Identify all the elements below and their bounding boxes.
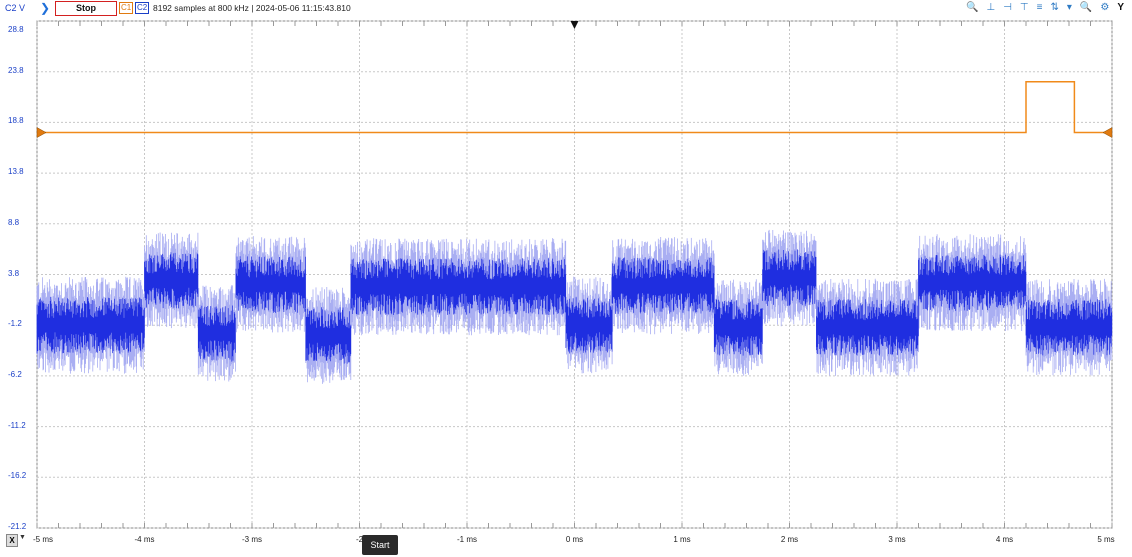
settings-icon[interactable]: ⚙ bbox=[1100, 2, 1110, 13]
y-tick-label: 8.8 bbox=[8, 217, 20, 227]
x-tick-label: -2 bbox=[355, 535, 364, 544]
y-tick-label: -6.2 bbox=[8, 369, 22, 379]
y-tick-label: -16.2 bbox=[8, 471, 27, 481]
x-tick-label: -1 ms bbox=[457, 535, 477, 544]
stop-button[interactable]: Stop bbox=[55, 1, 117, 16]
c1-left-level-marker-icon bbox=[36, 127, 47, 138]
x-tick-label: 3 ms bbox=[888, 535, 906, 544]
run-arrow-icon[interactable]: ❯ bbox=[40, 1, 51, 15]
stack-icon[interactable]: ≡ bbox=[1036, 2, 1043, 13]
x-tick-label: 2 ms bbox=[780, 535, 799, 544]
cursor-icon[interactable]: ⊥ bbox=[986, 2, 996, 13]
x-tick-label: 1 ms bbox=[673, 535, 691, 544]
vertical-measure-icon[interactable]: ⊤ bbox=[1019, 2, 1029, 13]
c1-signal-trace bbox=[37, 81, 1112, 134]
y-axis-button[interactable]: Y bbox=[1117, 2, 1124, 13]
channel-1-toggle[interactable]: C1 bbox=[119, 2, 134, 14]
x-tick-label: 4 ms bbox=[995, 535, 1014, 544]
acquisition-info: 8192 samples at 800 kHz | 2024-05-06 11:… bbox=[153, 3, 351, 13]
x-tick-label: -4 ms bbox=[134, 535, 155, 544]
y-tick-label: 13.8 bbox=[8, 167, 24, 177]
c1-right-level-marker-icon bbox=[1102, 127, 1113, 138]
y-tick-label: 28.8 bbox=[8, 25, 24, 34]
x-tick-label: 0 ms bbox=[565, 535, 584, 544]
toolbar-icons: 🔍 ⊥ ⊣ ⊤ ≡ ⇅ ▾ 🔍 ⚙ Y bbox=[966, 1, 1124, 15]
x-axis-dropdown-icon[interactable]: ▼ bbox=[19, 534, 26, 541]
trigger-marker-icon bbox=[570, 21, 579, 29]
toolbar: C2 V ❯ Stop C1 C2 8192 samples at 800 kH… bbox=[0, 0, 1132, 17]
dropdown-icon[interactable]: ▾ bbox=[1066, 2, 1072, 13]
zoom-in-icon[interactable]: 🔍 bbox=[966, 2, 979, 13]
x-tick-label: -5 ms bbox=[33, 535, 53, 544]
channel-2-toggle[interactable]: C2 bbox=[135, 2, 150, 14]
y-tick-label: -1.2 bbox=[8, 319, 22, 329]
y-tick-label: -11.2 bbox=[8, 420, 26, 430]
horizontal-measure-icon[interactable]: ⊣ bbox=[1003, 2, 1012, 13]
start-tooltip: Start bbox=[362, 535, 398, 555]
y-tick-label: 3.8 bbox=[8, 268, 20, 278]
y-tick-label: 23.8 bbox=[8, 65, 24, 75]
x-tick-label: 5 ms bbox=[1097, 535, 1115, 544]
x-axis-button[interactable]: X bbox=[6, 534, 18, 547]
channel-unit-label: C2 V bbox=[5, 3, 26, 13]
c2-signal-trace bbox=[36, 249, 1113, 364]
x-tick-label: -3 ms bbox=[242, 535, 262, 544]
scope-plot[interactable] bbox=[0, 17, 1132, 535]
zoom-out-icon[interactable]: 🔍 bbox=[1079, 2, 1093, 13]
y-tick-label: 18.8 bbox=[8, 116, 24, 126]
y-tick-label: -21.2 bbox=[8, 522, 27, 531]
scale-icon[interactable]: ⇅ bbox=[1050, 2, 1059, 13]
